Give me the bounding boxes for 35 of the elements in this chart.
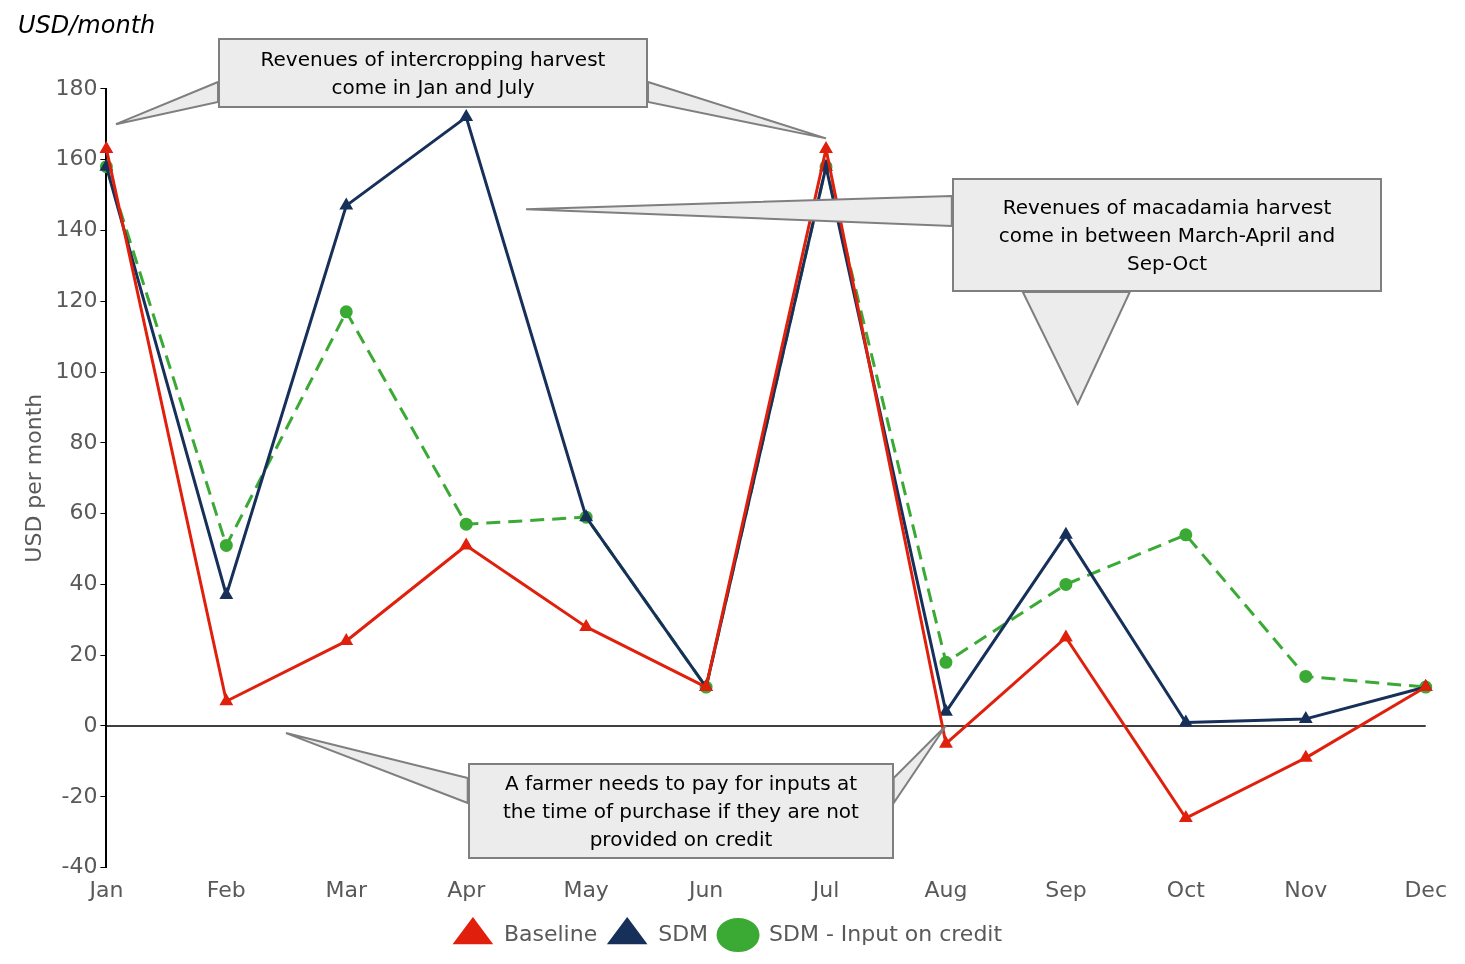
x-tick-label: Nov	[1284, 876, 1328, 902]
x-tick-label: Sep	[1045, 876, 1087, 902]
x-tick-label: Oct	[1166, 876, 1206, 902]
y-axis-title: USD per month	[20, 393, 46, 563]
x-tick-label: Jun	[686, 876, 724, 902]
y-tick-label: -20	[61, 782, 98, 808]
y-tick-label: 0	[83, 711, 98, 737]
annotation: Revenues of macadamia harvest come in between March-April and Sep-Oct	[997, 194, 1337, 277]
y-tick-label: 100	[55, 357, 98, 383]
x-tick-label: Feb	[206, 876, 246, 902]
y-tick-label: 20	[69, 640, 98, 666]
chart-title: USD/month	[18, 10, 156, 39]
legend-label: SDM - Input on credit	[769, 920, 1003, 946]
callout: Revenues of macadamia harvest come in between March-April and Sep-Oct	[525, 177, 1383, 405]
y-tick-label: 40	[69, 570, 98, 596]
annotation: A farmer needs to pay for inputs at the time of purchase if they are not provided on credit	[502, 770, 860, 853]
x-tick-label: Jul	[810, 876, 840, 902]
x-tick-label: Jan	[87, 876, 124, 902]
x-tick-label: Mar	[325, 876, 368, 902]
x-tick-label: Dec	[1404, 876, 1447, 902]
legend-label: Baseline	[503, 920, 598, 946]
y-tick-label: 60	[69, 499, 98, 525]
legend-label: SDM	[658, 920, 709, 946]
x-tick-label: Apr	[447, 876, 487, 902]
callout: Revenues of intercropping harvest come in Jan and July	[115, 37, 827, 140]
y-tick-label: -40	[61, 853, 98, 879]
y-tick-label: 180	[55, 74, 98, 100]
annotation: Revenues of intercropping harvest come in Jan and July	[259, 46, 607, 101]
y-tick-label: 160	[55, 145, 98, 171]
y-tick-label: 120	[55, 286, 98, 312]
x-tick-label: Aug	[924, 876, 968, 902]
y-tick-label: 80	[69, 428, 98, 454]
callout: A farmer needs to pay for inputs at the time of purchase if they are not provided on credit	[285, 725, 947, 860]
y-tick-label: 140	[55, 216, 98, 242]
x-tick-label: May	[563, 876, 609, 902]
